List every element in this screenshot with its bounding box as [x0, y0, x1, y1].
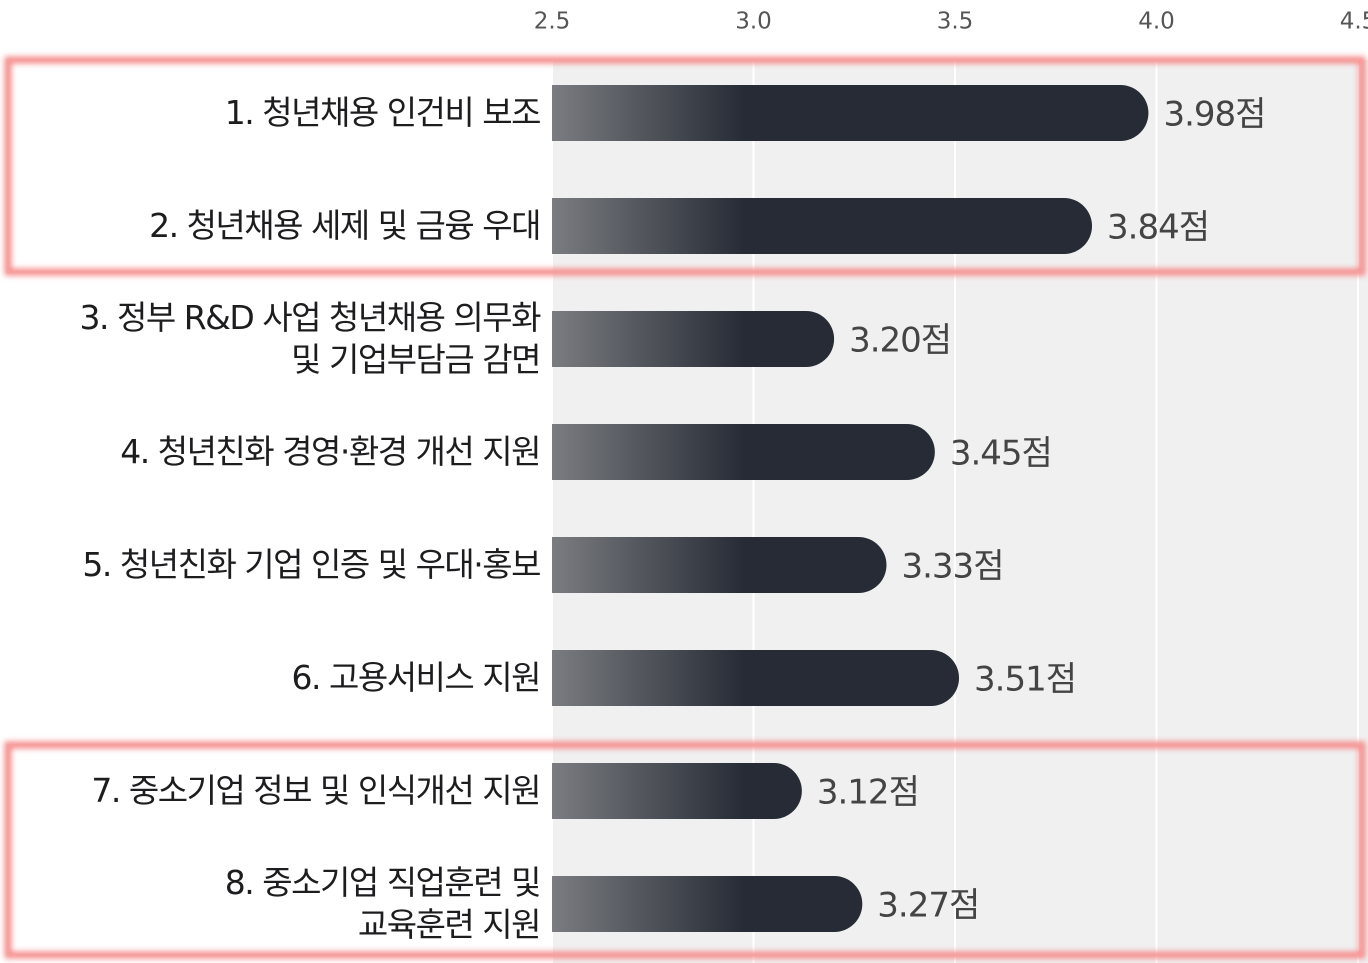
y-tick-label: 6. 고용서비스 지원 [291, 658, 542, 697]
y-tick-label: 2. 청년채용 세제 및 금융 우대 [149, 206, 541, 245]
y-tick-label: 3. 정부 R&D 사업 청년채용 의무화 및 기업부담금 감면 [79, 298, 542, 379]
plot-background [552, 60, 1368, 963]
value-label: 3.51점 [974, 660, 1076, 700]
bar [552, 876, 863, 932]
highlight-box [4, 741, 1366, 959]
value-label: 3.20점 [849, 321, 951, 361]
bar [552, 198, 1093, 254]
x-tick-label: 2.5 [534, 9, 571, 35]
value-label: 3.12점 [817, 773, 919, 813]
bar [552, 650, 960, 706]
bar [552, 537, 887, 593]
y-tick-label: 1. 청년채용 인건비 보조 [224, 93, 542, 132]
bar [552, 763, 802, 819]
bar [552, 311, 835, 367]
x-tick-label: 3.5 [937, 9, 974, 35]
bar [552, 85, 1149, 141]
y-tick-label: 8. 중소기업 직업훈련 및 교육훈련 지원 [224, 863, 542, 944]
highlight-box [4, 56, 1366, 276]
x-tick-label: 4.0 [1138, 9, 1175, 35]
x-tick-label: 3.0 [735, 9, 772, 35]
y-tick-label: 7. 중소기업 정보 및 인식개선 지원 [91, 771, 541, 810]
value-label: 3.33점 [901, 547, 1003, 587]
value-label: 3.98점 [1163, 95, 1265, 135]
y-tick-label: 4. 청년친화 경영·환경 개선 지원 [120, 432, 541, 471]
value-label: 3.45점 [950, 434, 1052, 474]
value-label: 3.84점 [1107, 208, 1209, 248]
value-label: 3.27점 [877, 886, 979, 926]
x-tick-label: 4.5 [1340, 9, 1368, 35]
bar [552, 424, 935, 480]
y-tick-label: 5. 청년친화 기업 인증 및 우대·홍보 [82, 545, 541, 584]
